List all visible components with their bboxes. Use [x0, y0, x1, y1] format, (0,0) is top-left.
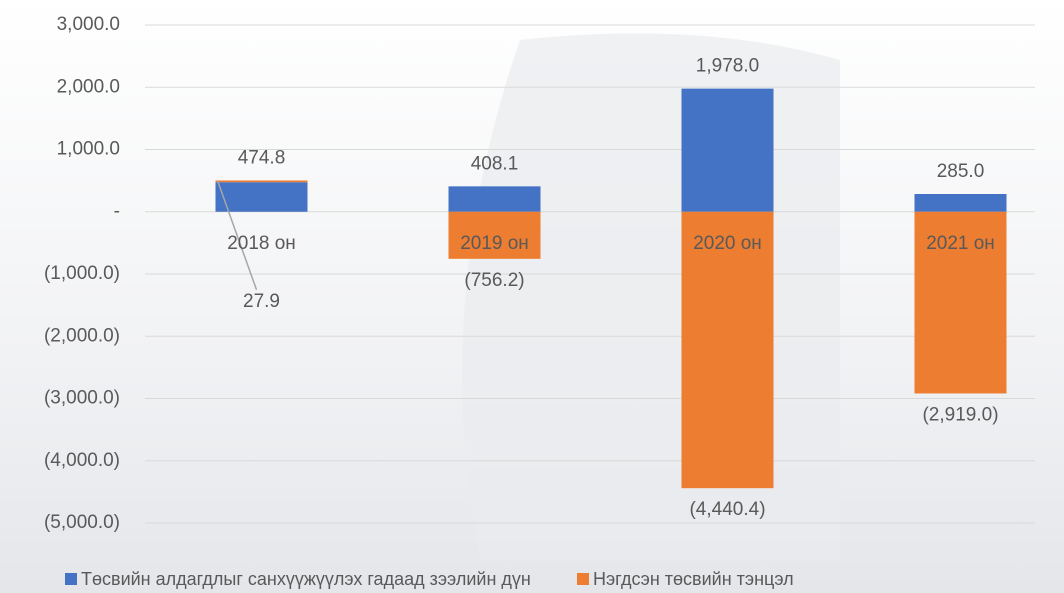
chart: 3,000.0 2,000.0 1,000.0 - (1,000.0) (2,000.0)…	[0, 0, 1064, 593]
bar	[449, 186, 541, 211]
building-silhouette	[462, 33, 840, 560]
y-tick-label: (5,000.0)	[44, 512, 120, 533]
y-tick-label: (1,000.0)	[44, 263, 120, 284]
value-label: (756.2)	[464, 270, 524, 291]
value-label: (2,919.0)	[922, 404, 998, 425]
value-label: 474.8	[238, 147, 286, 168]
bar	[216, 180, 308, 182]
legend-swatch	[577, 573, 589, 585]
y-tick-label: -	[114, 201, 120, 222]
x-tick-label: 2018 он	[227, 233, 296, 254]
y-tick-label: 3,000.0	[57, 14, 120, 35]
bar	[216, 182, 308, 212]
y-tick-label: 1,000.0	[57, 139, 120, 160]
bar	[682, 89, 774, 212]
y-tick-label: (2,000.0)	[44, 325, 120, 346]
legend-swatch	[65, 573, 77, 585]
x-tick-label: 2019 он	[460, 233, 529, 254]
legend-label: Төсвийн алдагдлыг санхүүжүүлэх гадаад зэ…	[81, 569, 531, 589]
y-tick-label: (4,000.0)	[44, 450, 120, 471]
x-tick-label: 2020 он	[693, 233, 762, 254]
x-tick-label: 2021 он	[926, 233, 995, 254]
value-label: 285.0	[937, 161, 985, 182]
legend-label: Нэгдсэн төсвийн тэнцэл	[593, 569, 794, 589]
value-label: 1,978.0	[696, 56, 759, 77]
bar	[915, 194, 1007, 212]
y-tick-label: 2,000.0	[57, 76, 120, 97]
y-tick-label: (3,000.0)	[44, 388, 120, 409]
value-label: (4,440.4)	[689, 499, 765, 520]
value-label: 408.1	[471, 153, 519, 174]
value-label: 27.9	[243, 291, 280, 312]
